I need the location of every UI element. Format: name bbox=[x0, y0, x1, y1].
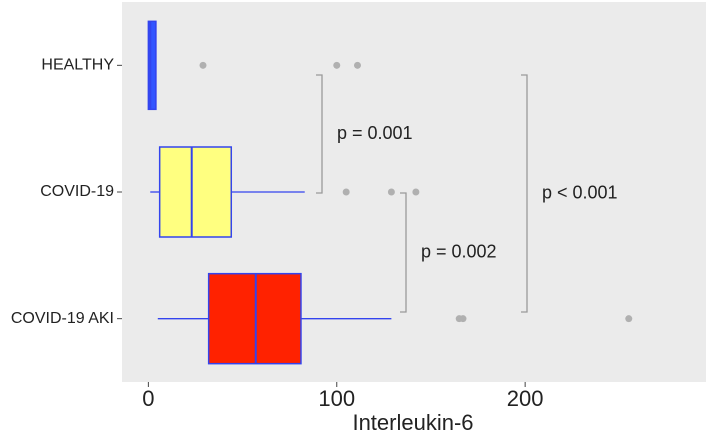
significance-bracket bbox=[400, 192, 407, 313]
outlier bbox=[199, 61, 207, 69]
x-axis-label: Interleukin-6 bbox=[352, 410, 473, 435]
y-tick-label: COVID-19 bbox=[40, 183, 114, 200]
outlier bbox=[342, 188, 350, 196]
p-value: p = 0.002 bbox=[421, 241, 497, 261]
outlier bbox=[353, 61, 361, 69]
outlier bbox=[412, 188, 420, 196]
significance-bracket bbox=[521, 74, 528, 313]
x-tick-label: 100 bbox=[318, 386, 355, 411]
x-tick-label: 200 bbox=[507, 386, 544, 411]
significance-bracket bbox=[316, 74, 323, 194]
x-tick-label: 0 bbox=[142, 386, 154, 411]
outlier bbox=[387, 188, 395, 196]
box bbox=[147, 20, 157, 111]
box bbox=[158, 146, 233, 238]
outlier bbox=[333, 61, 341, 69]
y-tick-label: HEALTHY bbox=[41, 57, 114, 74]
outlier bbox=[459, 315, 467, 323]
y-tick-label: COVID-19 AKI bbox=[11, 310, 114, 327]
p-value: p = 0.001 bbox=[337, 123, 413, 143]
p-value: p < 0.001 bbox=[542, 182, 618, 202]
outlier bbox=[625, 315, 633, 323]
